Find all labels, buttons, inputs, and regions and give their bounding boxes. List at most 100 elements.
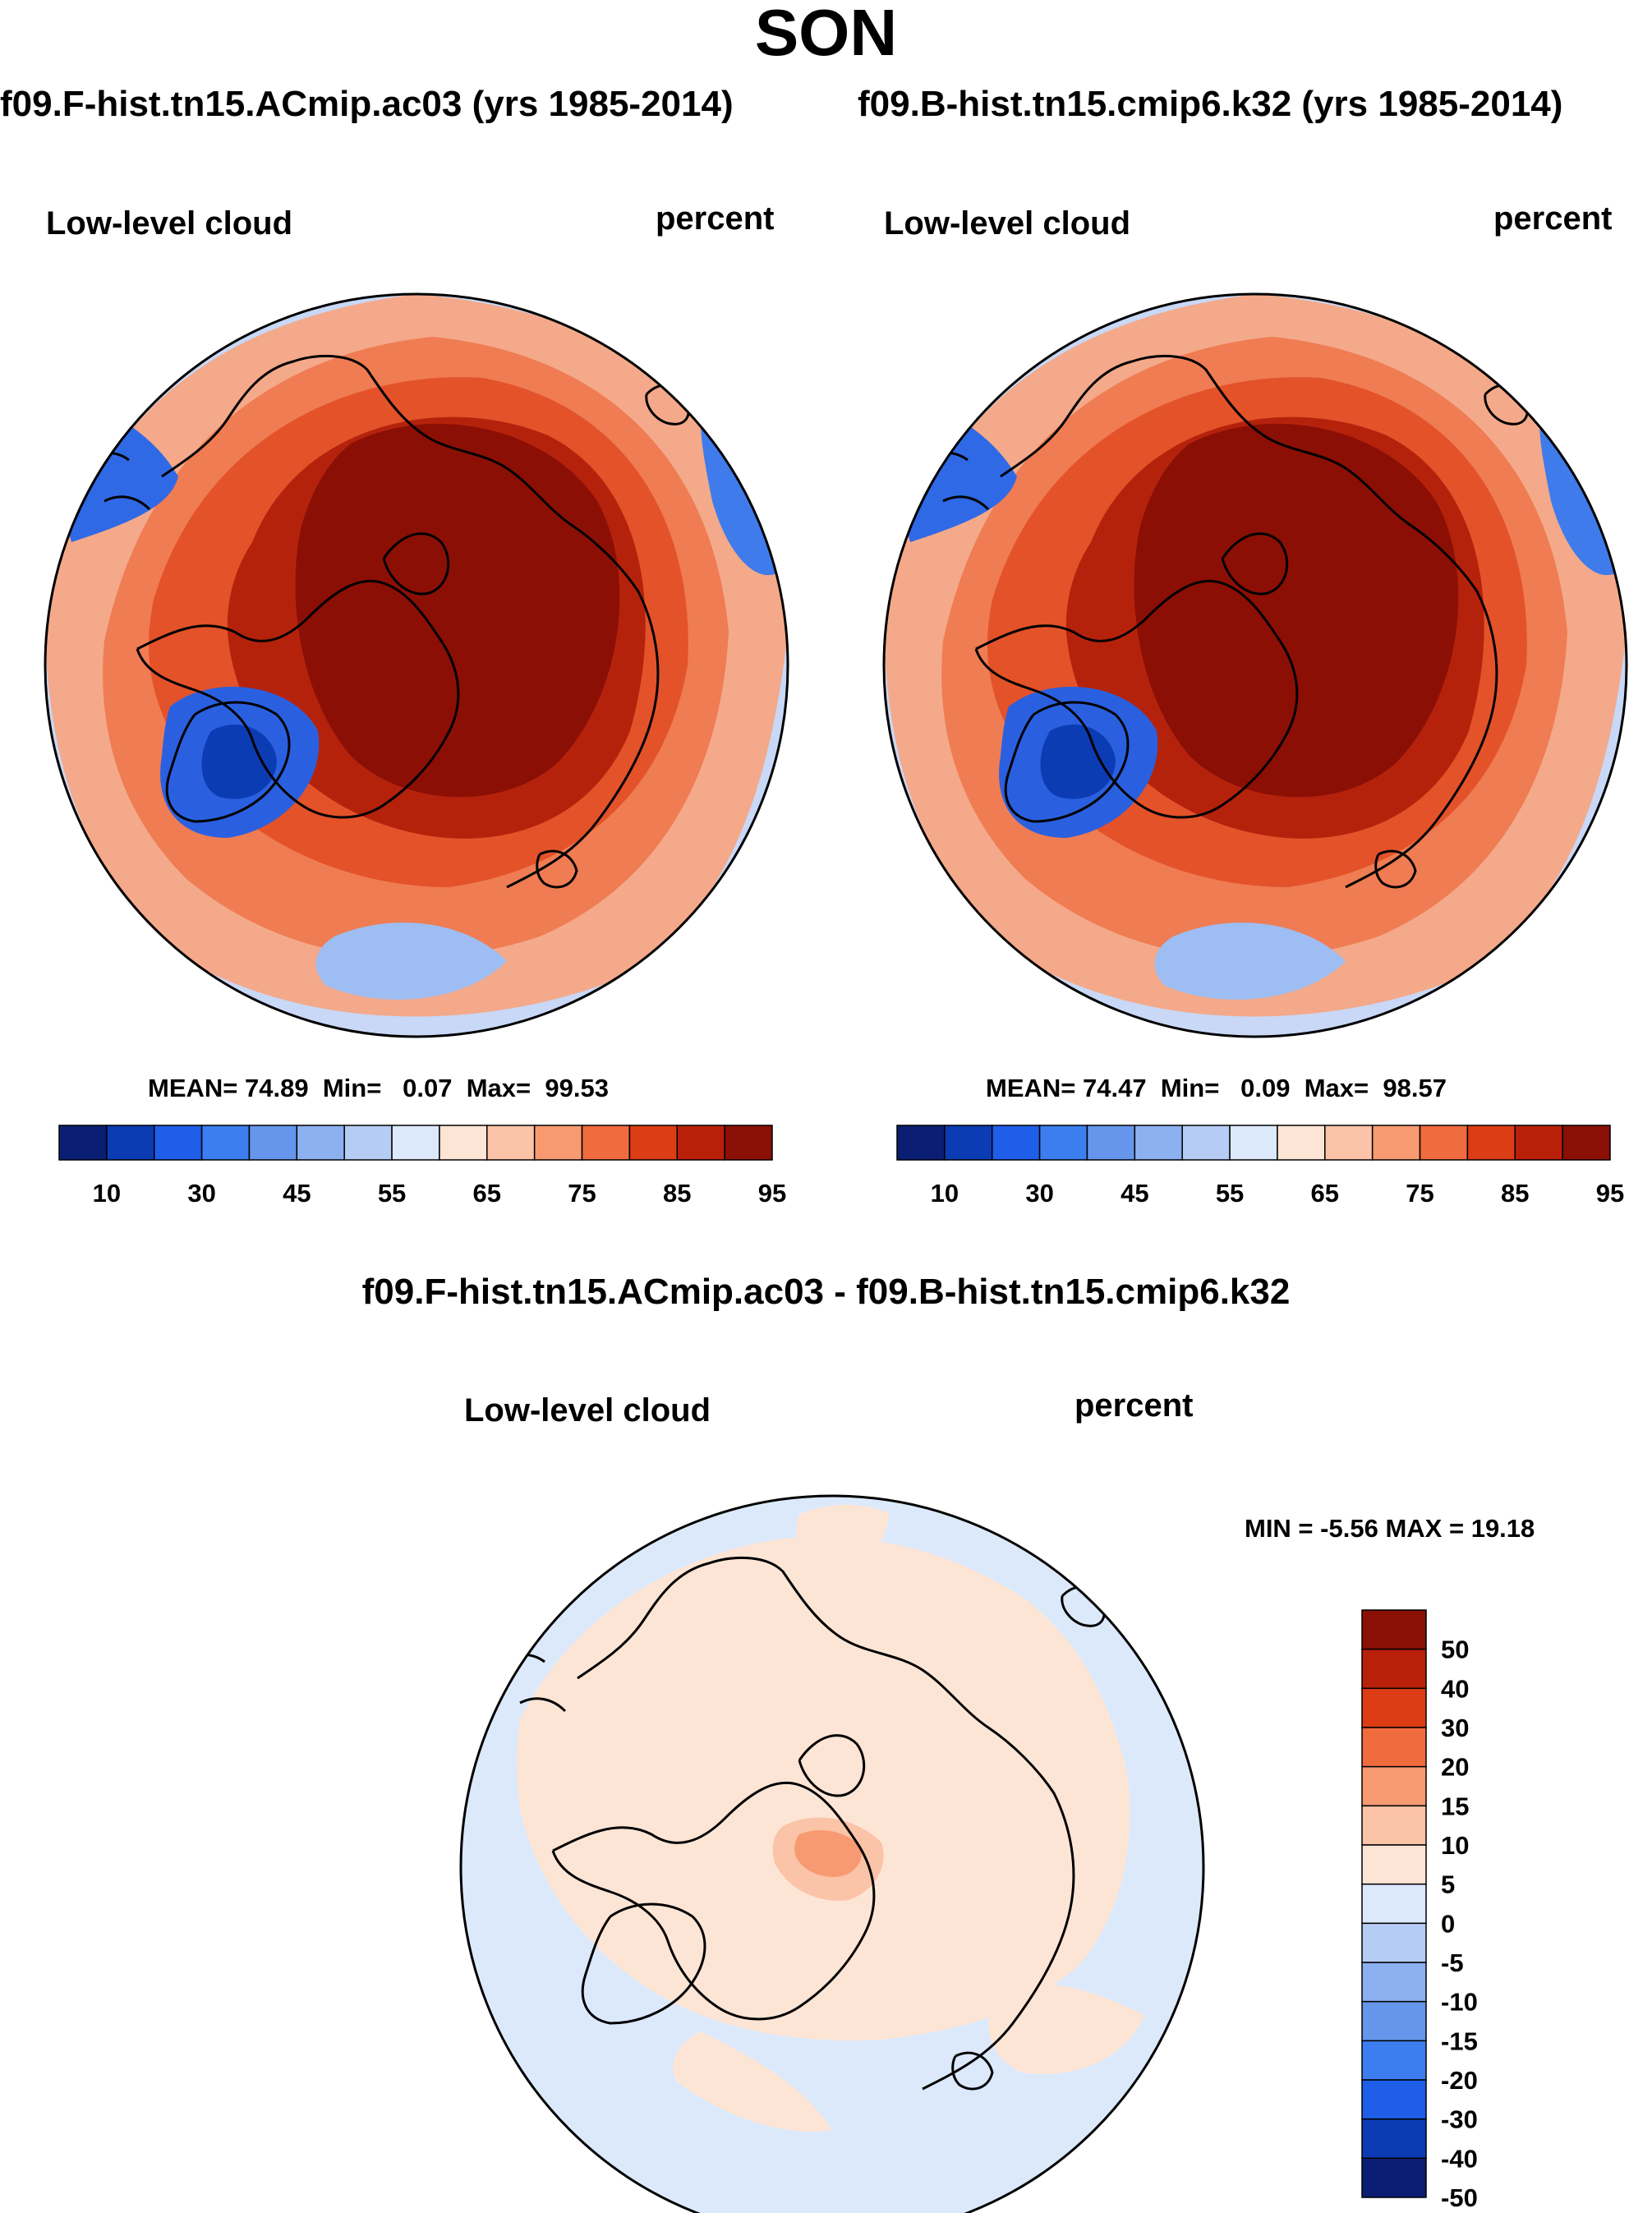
panel2-colorbar-box: [1324, 1125, 1374, 1161]
diff-colorbar-box: [1361, 1765, 1427, 1807]
panel2-colorbar-label: 95: [1596, 1179, 1624, 1208]
diff-colorbar-label: -50: [1441, 2183, 1478, 2212]
panel2-colorbar-box: [896, 1125, 946, 1161]
panel2-colorbar-box: [991, 1125, 1041, 1161]
panel2-colorbar-label: 55: [1216, 1179, 1244, 1208]
diff-colorbar-label: 20: [1441, 1753, 1469, 1782]
diff-colorbar-label: -40: [1441, 2144, 1478, 2173]
diff-colorbar-label: -5: [1441, 1948, 1464, 1977]
panel2-min: 0.09: [1240, 1074, 1291, 1102]
diff-colorbar-box: [1361, 2157, 1427, 2198]
diff-colorbar-box: [1361, 1962, 1427, 2003]
panel1-colorbar-box: [581, 1125, 631, 1161]
diff-colorbar-box: [1361, 1609, 1427, 1650]
diff-colorbar-box: [1361, 1687, 1427, 1728]
diff-colorbar-label: -30: [1441, 2105, 1478, 2134]
panel1-max-label: Max=: [466, 1074, 531, 1102]
panel2-colorbar-label: 30: [1025, 1179, 1053, 1208]
panel2-max-label: Max=: [1304, 1074, 1369, 1102]
panel2-colorbar-label: 65: [1311, 1179, 1339, 1208]
panel2-colorbar-box: [1466, 1125, 1516, 1161]
panel2-colorbar-label: 85: [1501, 1179, 1529, 1208]
panel2-colorbar-box: [1229, 1125, 1278, 1161]
panel1-map-border: [44, 292, 789, 1038]
panel1-mean-label: MEAN=: [148, 1074, 238, 1102]
panel2-colorbar-box: [1086, 1125, 1136, 1161]
diff-colorbar-box: [1361, 1922, 1427, 1963]
panel2-colorbar-box: [1134, 1125, 1183, 1161]
panel2-map-border: [882, 292, 1628, 1038]
diff-map: [459, 1494, 1205, 2213]
diff-colorbar-box: [1361, 2118, 1427, 2160]
panel1-colorbar-box: [248, 1125, 298, 1161]
diff-colorbar-box: [1361, 1805, 1427, 1846]
panel2-colorbar-box: [1419, 1125, 1469, 1161]
panel1-colorbar-label: 75: [568, 1179, 596, 1208]
panel2-colorbar-box: [1514, 1125, 1563, 1161]
panel1-stats: MEAN= 74.89 Min= 0.07 Max= 99.53: [148, 1074, 609, 1103]
diff-min-label: MIN =: [1245, 1514, 1314, 1543]
panel2-colorbar-label: 75: [1406, 1179, 1433, 1208]
panel1-colorbar-box: [439, 1125, 488, 1161]
diff-units: percent: [1074, 1387, 1194, 1424]
panel1-colorbar-label: 30: [187, 1179, 215, 1208]
panel1-colorbar-box: [343, 1125, 393, 1161]
panel1-colorbar-box: [628, 1125, 679, 1161]
diff-variable: Low-level cloud: [464, 1392, 711, 1429]
panel1-colorbar-label: 95: [758, 1179, 786, 1208]
diff-colorbar-label: 50: [1441, 1636, 1469, 1664]
panel2-colorbar-box: [1562, 1125, 1611, 1161]
panel1-min: 0.07: [403, 1074, 453, 1102]
diff-colorbar-box: [1361, 2079, 1427, 2120]
figure-title: SON: [754, 0, 898, 69]
diff-colorbar-box: [1361, 1648, 1427, 1690]
diff-min: -5.56: [1320, 1514, 1378, 1543]
diff-colorbar-box: [1361, 1883, 1427, 1925]
diff-colorbar-label: 30: [1441, 1714, 1469, 1742]
diff-colorbar-box: [1361, 1844, 1427, 1885]
panel2-colorbar-box: [1371, 1125, 1421, 1161]
panel2-cloud-field: [884, 294, 1627, 1037]
panel1-colorbar-label: 65: [473, 1179, 501, 1208]
panel1-colorbar-label: 85: [663, 1179, 691, 1208]
panel1-mean: 74.89: [245, 1074, 309, 1102]
panel2-colorbar-box: [944, 1125, 993, 1161]
panel1-units: percent: [656, 200, 775, 237]
diff-max-label: MAX =: [1385, 1514, 1465, 1543]
diff-colorbar-label: 10: [1441, 1831, 1469, 1860]
panel1-colorbar-box: [724, 1125, 773, 1161]
diff-map-border: [459, 1494, 1205, 2213]
panel1-colorbar-box: [533, 1125, 583, 1161]
panel2-mean-label: MEAN=: [986, 1074, 1076, 1102]
panel2-colorbar-box: [1038, 1125, 1088, 1161]
panel1-colorbar: 10 30 45 55 65 75 85 95: [58, 1125, 786, 1208]
panel1-cloud-field: [45, 294, 788, 1037]
panel2-map: [882, 292, 1628, 1038]
panel1-max: 99.53: [545, 1074, 609, 1102]
diff-colorbar-label: 5: [1441, 1870, 1455, 1899]
panel1-colorbar-box: [296, 1125, 345, 1161]
panel1-variable: Low-level cloud: [46, 205, 293, 242]
panel1-map: [44, 292, 789, 1038]
diff-colorbar-box: [1361, 2000, 1427, 2042]
panel1-colorbar-box: [200, 1125, 251, 1161]
diff-max: 19.18: [1470, 1514, 1535, 1543]
panel2-variable: Low-level cloud: [884, 205, 1131, 242]
panel2-min-label: Min=: [1160, 1074, 1220, 1102]
panel1-colorbar-box: [486, 1125, 536, 1161]
panel1-colorbar-label: 45: [283, 1179, 311, 1208]
diff-colorbar-label: -10: [1441, 1988, 1478, 2017]
panel2-colorbar-box: [1277, 1125, 1326, 1161]
panel2-colorbar-label: 45: [1121, 1179, 1148, 1208]
diff-minmax: MIN = -5.56 MAX = 19.18: [1245, 1514, 1535, 1544]
diff-colorbar-label: 0: [1441, 1909, 1455, 1938]
panel1-colorbar-box: [106, 1125, 155, 1161]
panel1-colorbar-box: [391, 1125, 440, 1161]
panel2-stats: MEAN= 74.47 Min= 0.09 Max= 98.57: [986, 1074, 1447, 1103]
diff-colorbar-box: [1361, 2040, 1427, 2081]
case2-title: f09.B-hist.tn15.cmip6.k32 (yrs 1985-2014…: [858, 84, 1563, 124]
panel2-mean: 74.47: [1083, 1074, 1147, 1102]
panel1-min-label: Min=: [322, 1074, 382, 1102]
panel1-colorbar-box: [58, 1125, 108, 1161]
